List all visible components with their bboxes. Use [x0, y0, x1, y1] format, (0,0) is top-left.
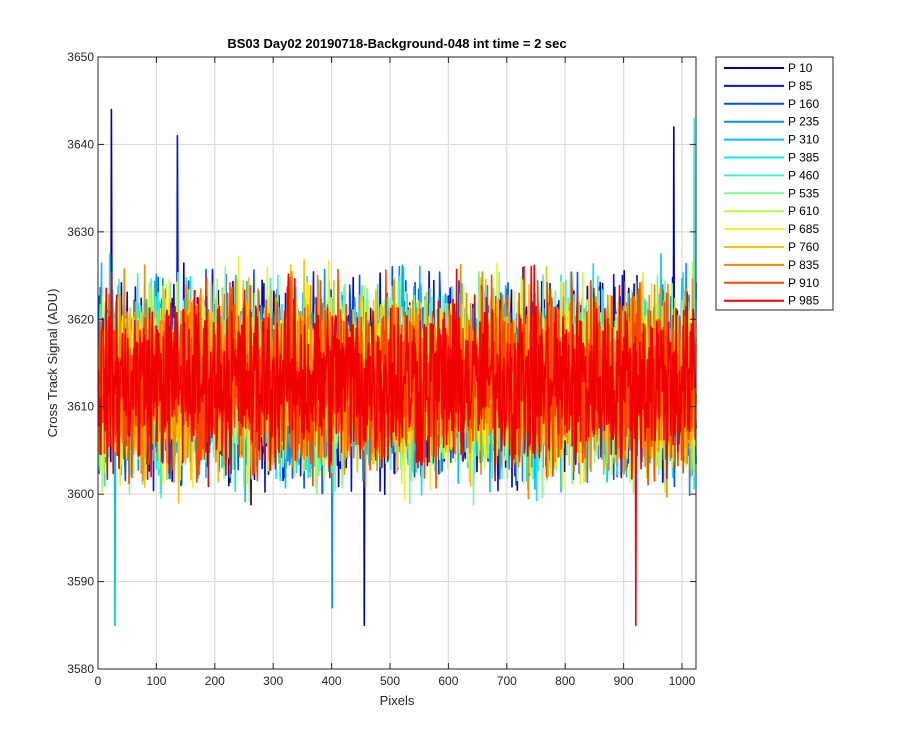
legend-label: P 85: [788, 79, 813, 93]
x-axis-label: Pixels: [380, 693, 415, 708]
legend-label: P 385: [788, 151, 819, 165]
legend-label: P 835: [788, 258, 819, 272]
legend-label: P 10: [788, 61, 813, 75]
x-tick-label: 0: [95, 674, 102, 688]
x-tick-label: 1000: [669, 674, 696, 688]
x-tick-label: 500: [380, 674, 400, 688]
legend-item: P 385: [724, 151, 819, 165]
legend-item: P 985: [724, 294, 819, 308]
y-tick-label: 3590: [67, 575, 94, 589]
legend-box: [715, 56, 834, 311]
legend-label: P 235: [788, 115, 819, 129]
legend-item: P 460: [724, 168, 819, 182]
legend-label: P 910: [788, 276, 819, 290]
y-tick-label: 3650: [67, 50, 94, 64]
legend-item: P 535: [724, 186, 819, 200]
x-tick-label: 700: [497, 674, 517, 688]
legend-label: P 610: [788, 204, 819, 218]
legend-label: P 685: [788, 222, 819, 236]
legend-item: P 235: [724, 115, 819, 129]
legend-item: P 10: [724, 61, 813, 75]
legend-label: P 985: [788, 294, 819, 308]
legend-item: P 85: [724, 79, 813, 93]
y-tick-label: 3600: [67, 487, 94, 501]
series-group: [97, 108, 697, 627]
x-tick-label: 600: [438, 674, 458, 688]
chart-title: BS03 Day02 20190718-Background-048 int t…: [227, 36, 566, 51]
y-tick-label: 3610: [67, 400, 94, 414]
legend-label: P 160: [788, 97, 819, 111]
x-tick-label: 900: [614, 674, 634, 688]
legend-label: P 535: [788, 186, 819, 200]
x-tick-label: 400: [322, 674, 342, 688]
legend-item: P 760: [724, 240, 819, 254]
legend-item: P 310: [724, 133, 819, 147]
plot-area: 0 100 200 300 400 500 600 700 800 900 1000 3580 3590…: [67, 50, 697, 688]
legend-item: P 160: [724, 97, 819, 111]
legend-item: P 610: [724, 204, 819, 218]
ticks: 0 100 200 300 400 500 600 700 800 900 1000 3580 3590…: [67, 50, 696, 688]
legend-label: P 460: [788, 168, 819, 182]
legend-label: P 760: [788, 240, 819, 254]
legend-items: P 10 P 85 P 160 P 235 P 310 P 385 P 460 P 535 P …: [724, 61, 819, 308]
x-tick-label: 100: [146, 674, 166, 688]
legend-label: P 310: [788, 133, 819, 147]
legend-item: P 685: [724, 222, 819, 236]
y-axis-label: Cross Track Signal (ADU): [45, 289, 60, 438]
y-tick-label: 3620: [67, 312, 94, 326]
y-tick-label: 3640: [67, 137, 94, 151]
axes-box: [97, 56, 697, 670]
x-tick-label: 300: [263, 674, 283, 688]
series-line-p985: [97, 264, 697, 627]
y-tick-label: 3630: [67, 225, 94, 239]
legend-item: P 835: [724, 258, 819, 272]
legend-item: P 910: [724, 276, 819, 290]
x-tick-label: 800: [555, 674, 575, 688]
legend: P 10 P 85 P 160 P 235 P 310 P 385 P 460 P 535 P …: [715, 56, 834, 311]
y-tick-label: 3580: [67, 662, 94, 676]
x-tick-label: 200: [205, 674, 225, 688]
